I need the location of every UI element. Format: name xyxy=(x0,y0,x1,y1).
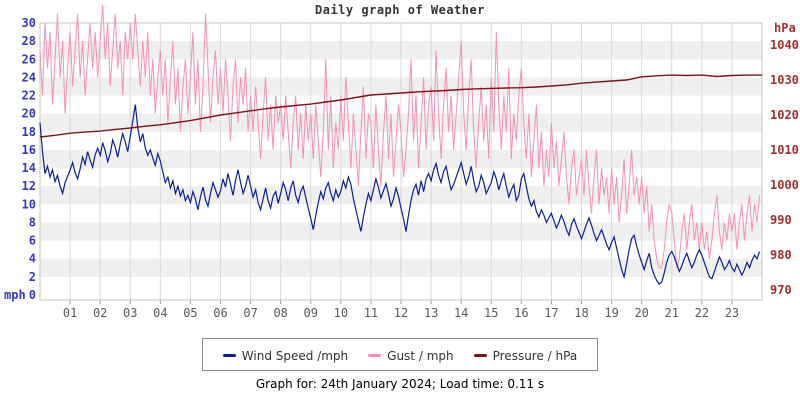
svg-text:19: 19 xyxy=(604,306,618,320)
svg-text:01: 01 xyxy=(63,306,77,320)
legend-item-pressure: Pressure / hPa xyxy=(473,348,578,363)
svg-text:24: 24 xyxy=(22,70,36,84)
svg-text:16: 16 xyxy=(514,306,528,320)
wind-speed-line xyxy=(39,104,761,285)
svg-text:1030: 1030 xyxy=(770,73,799,87)
legend-label-wind-speed: Wind Speed /mph xyxy=(241,348,349,363)
svg-text:30: 30 xyxy=(22,16,36,30)
chart-title: Daily graph of Weather xyxy=(315,3,485,17)
svg-text:10: 10 xyxy=(334,306,348,320)
legend-item-gust: Gust / mph xyxy=(368,348,454,363)
legend-box: Wind Speed /mph Gust / mph Pressure / hPa xyxy=(201,338,599,371)
right-axis-unit-label: hPa xyxy=(774,21,796,35)
pressure-swatch-icon xyxy=(473,353,487,357)
svg-text:980: 980 xyxy=(770,248,792,262)
svg-text:14: 14 xyxy=(22,161,36,175)
svg-text:14: 14 xyxy=(454,306,468,320)
svg-text:16: 16 xyxy=(22,143,36,157)
svg-text:26: 26 xyxy=(22,52,36,66)
svg-text:18: 18 xyxy=(22,125,36,139)
svg-text:12: 12 xyxy=(394,306,408,320)
legend-item-wind-speed: Wind Speed /mph xyxy=(222,348,349,363)
svg-text:15: 15 xyxy=(484,306,498,320)
svg-text:06: 06 xyxy=(213,306,227,320)
svg-text:20: 20 xyxy=(22,107,36,121)
svg-text:05: 05 xyxy=(183,306,197,320)
left-axis-unit-label: mph xyxy=(4,288,26,302)
svg-text:970: 970 xyxy=(770,283,792,297)
svg-text:8: 8 xyxy=(29,215,36,229)
svg-text:28: 28 xyxy=(22,34,36,48)
svg-text:22: 22 xyxy=(22,89,36,103)
svg-text:1000: 1000 xyxy=(770,178,799,192)
footer-caption: Graph for: 24th January 2024; Load time:… xyxy=(255,377,545,391)
svg-text:20: 20 xyxy=(634,306,648,320)
svg-text:11: 11 xyxy=(364,306,378,320)
gust-line xyxy=(39,4,760,269)
svg-text:0: 0 xyxy=(29,288,36,302)
svg-text:17: 17 xyxy=(544,306,558,320)
x-axis-labels: 01 02 03 04 05 06 07 08 09 10 11 12 13 14 15 16 17 18 19 20… xyxy=(63,306,739,320)
svg-text:08: 08 xyxy=(273,306,287,320)
svg-text:990: 990 xyxy=(770,213,792,227)
svg-text:1010: 1010 xyxy=(770,143,799,157)
svg-text:02: 02 xyxy=(93,306,107,320)
svg-text:21: 21 xyxy=(665,306,679,320)
svg-text:13: 13 xyxy=(424,306,438,320)
svg-text:23: 23 xyxy=(725,306,739,320)
svg-text:6: 6 xyxy=(29,234,36,248)
wind-speed-swatch-icon xyxy=(222,353,236,357)
svg-text:04: 04 xyxy=(153,306,167,320)
svg-text:4: 4 xyxy=(29,252,36,266)
svg-text:22: 22 xyxy=(695,306,709,320)
svg-text:07: 07 xyxy=(243,306,257,320)
plot-border xyxy=(39,22,763,301)
pressure-line xyxy=(39,74,762,138)
right-axis-labels: 970 980 990 1000 1010 1020 1030 1040 hPa xyxy=(770,21,799,297)
svg-text:1020: 1020 xyxy=(770,108,799,122)
svg-text:10: 10 xyxy=(22,197,36,211)
legend-label-pressure: Pressure / hPa xyxy=(492,348,578,363)
svg-text:18: 18 xyxy=(574,306,588,320)
gust-swatch-icon xyxy=(368,353,382,357)
legend-label-gust: Gust / mph xyxy=(387,348,454,363)
svg-text:03: 03 xyxy=(123,306,137,320)
svg-text:12: 12 xyxy=(22,179,36,193)
svg-text:09: 09 xyxy=(304,306,318,320)
svg-text:2: 2 xyxy=(29,270,36,284)
svg-text:1040: 1040 xyxy=(770,38,799,52)
